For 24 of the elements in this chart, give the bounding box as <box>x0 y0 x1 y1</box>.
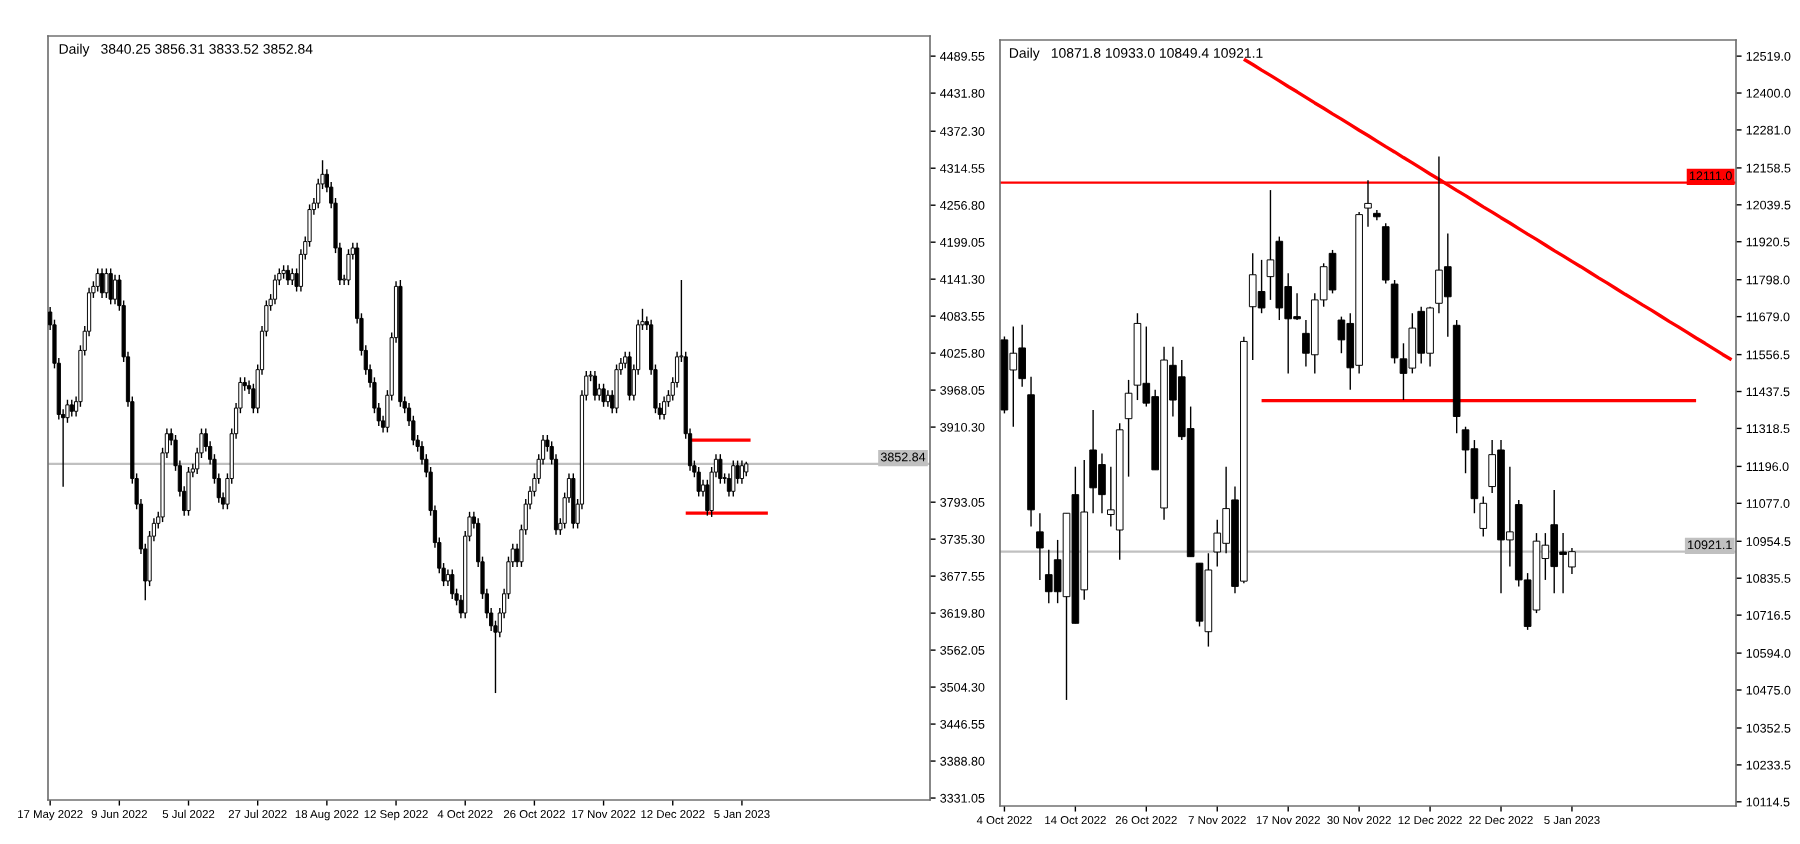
candlestick <box>627 351 632 402</box>
candlestick <box>696 466 701 498</box>
candlestick <box>1266 189 1275 301</box>
candlestick <box>614 363 619 414</box>
candlestick <box>1036 512 1044 581</box>
candlestick <box>718 453 723 485</box>
candlestick <box>1364 179 1372 228</box>
candlestick <box>1328 249 1337 295</box>
candlestick <box>731 459 736 498</box>
candlestick <box>571 472 576 530</box>
candlestick <box>1443 232 1452 338</box>
candlestick <box>601 383 606 408</box>
candlestick <box>346 248 351 286</box>
candlestick <box>186 466 191 517</box>
candlestick <box>95 267 100 293</box>
candlestick <box>1479 495 1488 538</box>
candlestick <box>272 274 278 306</box>
candlestick <box>104 267 109 299</box>
candlestick <box>1257 259 1266 314</box>
candlestick <box>450 568 455 600</box>
candlestick <box>1124 379 1133 478</box>
candlestick <box>112 274 118 306</box>
candlestick <box>99 267 105 299</box>
candlestick <box>108 267 113 306</box>
